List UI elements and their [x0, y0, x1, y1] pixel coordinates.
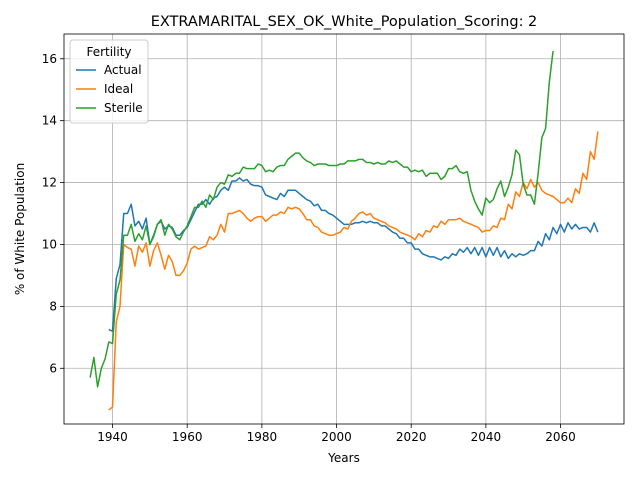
x-tick-label: 1960: [172, 430, 203, 444]
chart-title: EXTRAMARITAL_SEX_OK_White_Population_Sco…: [151, 14, 538, 30]
x-axis-label: Years: [327, 451, 360, 465]
y-axis-label: % of White Population: [13, 163, 27, 295]
legend-items: Actual Ideal Sterile: [76, 63, 143, 115]
legend: Fertility Actual Ideal Sterile: [69, 39, 149, 124]
plot-frame: [63, 33, 625, 425]
legend-title: Fertility: [86, 45, 131, 59]
series-line-sterile: [89, 50, 554, 388]
gridlines: [64, 34, 624, 424]
x-tick-label: 1940: [97, 430, 128, 444]
x-axis-ticks: 1940 1960 1980 2000 2020 2040 2060: [97, 424, 576, 444]
y-tick-label: 8: [49, 299, 57, 313]
y-axis-ticks: 6 8 10 12 14 16: [42, 52, 64, 375]
x-tick-label: 2040: [471, 430, 502, 444]
y-tick-label: 12: [42, 176, 57, 190]
series-lines: [89, 50, 599, 411]
legend-box: [69, 39, 149, 124]
x-tick-label: 2000: [321, 430, 352, 444]
y-tick-label: 10: [42, 237, 57, 251]
x-tick-label: 2060: [545, 430, 576, 444]
x-tick-label: 2020: [396, 430, 427, 444]
y-tick-label: 14: [42, 114, 57, 128]
legend-label-ideal: Ideal: [104, 82, 133, 96]
series-line-actual: [108, 177, 599, 332]
legend-label-actual: Actual: [104, 63, 142, 77]
y-tick-label: 16: [42, 52, 57, 66]
y-tick-label: 6: [49, 361, 57, 375]
x-tick-label: 1980: [247, 430, 278, 444]
series-line-ideal: [108, 131, 599, 411]
legend-label-sterile: Sterile: [104, 101, 143, 115]
